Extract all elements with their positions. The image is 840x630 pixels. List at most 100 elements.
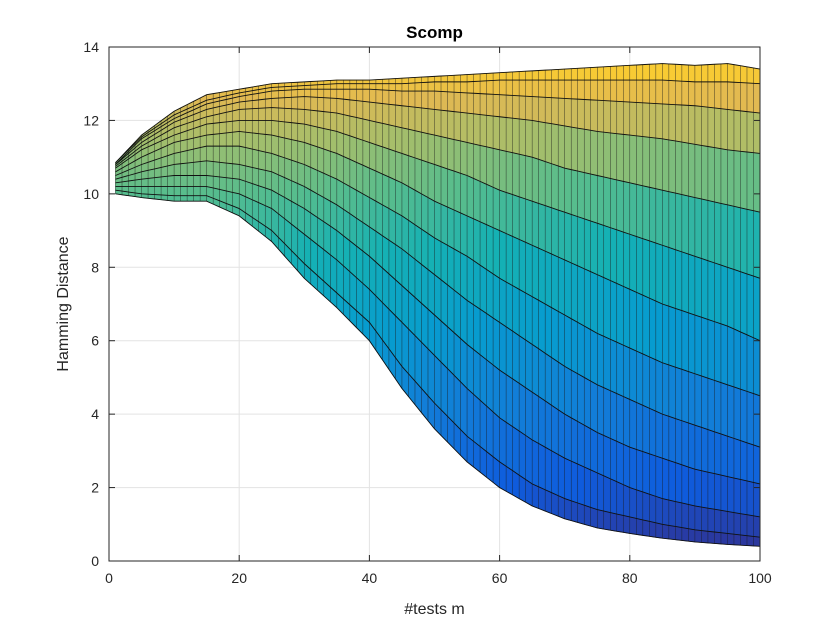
surface-patch <box>492 147 500 191</box>
surface-patch <box>544 161 552 209</box>
surface-patch <box>414 76 422 84</box>
surface-patch <box>356 100 364 120</box>
surface-patch <box>160 186 168 196</box>
surface-patch <box>453 289 461 340</box>
surface-patch <box>538 79 546 98</box>
surface-patch <box>225 145 233 165</box>
surface-patch <box>596 99 605 133</box>
surface-patch <box>649 520 657 538</box>
surface-patch <box>486 268 494 319</box>
surface-patch <box>401 215 409 255</box>
surface-patch <box>258 168 266 189</box>
surface-patch <box>466 215 474 262</box>
surface-patch <box>336 153 344 184</box>
surface-plot <box>115 63 761 547</box>
surface-patch <box>505 191 513 237</box>
surface-patch <box>740 440 748 482</box>
surface-patch <box>330 88 338 99</box>
surface-patch <box>238 145 247 167</box>
surface-patch <box>707 63 715 83</box>
surface-patch <box>733 328 741 390</box>
surface-patch <box>427 161 435 202</box>
surface-patch <box>733 533 741 546</box>
surface-patch <box>681 64 689 82</box>
surface-patch <box>492 79 500 96</box>
surface-patch <box>336 112 344 135</box>
surface-patch <box>577 502 585 525</box>
surface-patch <box>330 175 338 206</box>
surface-patch <box>336 98 344 115</box>
surface-patch <box>694 424 702 472</box>
plot-frame <box>108 46 761 562</box>
surface-patch <box>434 90 442 111</box>
surface-patch <box>492 72 500 81</box>
surface-patch <box>707 377 715 433</box>
surface-patch <box>570 98 579 129</box>
surface-patch <box>694 105 702 146</box>
surface-patch <box>694 255 702 318</box>
surface-patch <box>590 329 598 386</box>
surface-patch <box>525 339 533 393</box>
surface-patch <box>642 353 650 409</box>
surface-patch <box>740 271 748 336</box>
surface-patch <box>349 83 357 90</box>
surface-patch <box>544 400 552 452</box>
surface-patch <box>434 274 442 322</box>
surface-patch <box>740 513 748 537</box>
surface-patch <box>343 83 351 90</box>
surface-patch <box>662 244 670 307</box>
surface-patch <box>356 276 364 318</box>
surface-patch <box>531 79 539 98</box>
surface-patch <box>616 481 624 516</box>
surface-patch <box>662 362 670 417</box>
surface-patch <box>369 197 377 232</box>
series-line-5 <box>115 160 761 448</box>
surface-patch <box>668 499 676 527</box>
surface-patch <box>577 463 585 506</box>
surface-patch <box>629 64 637 81</box>
surface-patch <box>740 82 748 112</box>
surface-patch <box>395 211 403 250</box>
surface-patch <box>173 175 181 187</box>
surface-patch <box>596 66 605 81</box>
surface-patch <box>583 466 592 508</box>
surface-patch <box>356 117 364 141</box>
surface-patch <box>362 193 370 228</box>
surface-patch <box>603 387 611 439</box>
surface-patch <box>636 291 644 355</box>
surface-patch <box>531 200 539 249</box>
surface-patch <box>460 74 468 83</box>
surface-patch <box>401 153 409 188</box>
surface-patch <box>323 83 331 90</box>
surface-patch <box>583 424 592 471</box>
surface-patch <box>518 196 526 243</box>
surface-patch <box>219 176 227 192</box>
surface-patch <box>421 81 429 92</box>
surface-patch <box>688 81 696 107</box>
surface-patch <box>395 90 403 107</box>
surface-patch <box>206 123 214 136</box>
surface-patch <box>746 208 754 277</box>
surface-patch <box>225 120 233 134</box>
surface-patch <box>707 146 715 203</box>
surface-patch <box>590 428 598 474</box>
surface-patch <box>408 253 416 299</box>
surface-patch <box>264 151 273 173</box>
surface-patch <box>421 193 429 235</box>
surface-patch <box>199 195 207 202</box>
surface-patch <box>616 101 624 135</box>
surface-patch <box>525 292 533 345</box>
surface-patch <box>583 128 592 175</box>
surface-patch <box>290 96 299 110</box>
surface-patch <box>447 110 455 140</box>
surface-patch <box>330 97 338 114</box>
surface-patch <box>544 122 552 165</box>
surface-patch <box>479 114 487 148</box>
surface-patch <box>356 137 364 166</box>
surface-patch <box>505 117 513 154</box>
surface-patch <box>447 326 455 376</box>
surface-patch <box>310 88 318 98</box>
surface-patch <box>212 122 220 135</box>
surface-patch <box>720 148 728 206</box>
surface-patch <box>323 172 331 202</box>
